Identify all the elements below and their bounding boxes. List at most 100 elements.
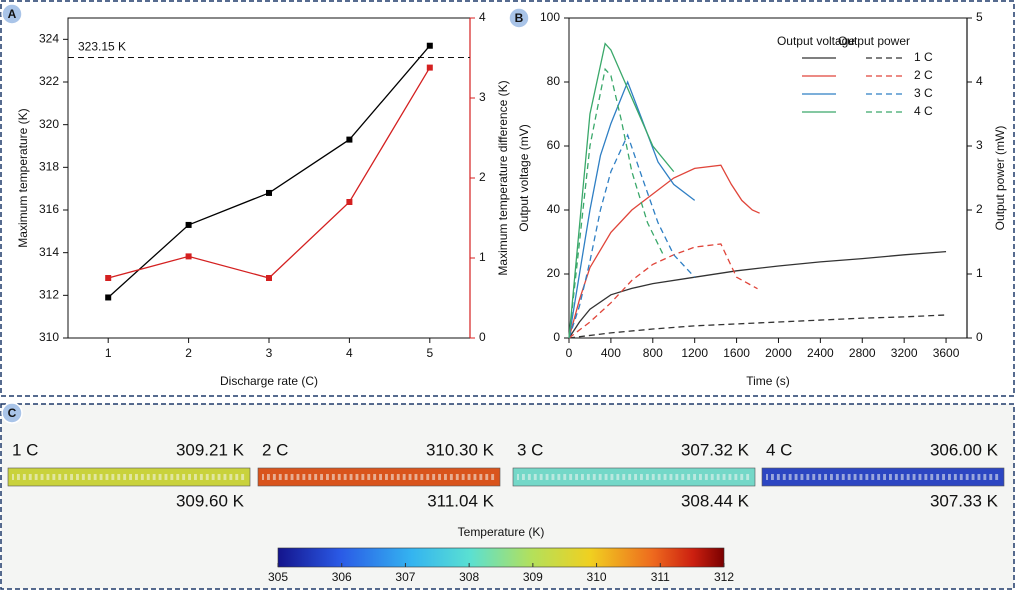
channel-rib xyxy=(494,474,498,480)
channel-rib xyxy=(785,474,789,480)
channel-rib xyxy=(208,474,212,480)
y-tick-label: 60 xyxy=(547,138,561,152)
series-line xyxy=(568,243,758,339)
x-tick-label: 2400 xyxy=(807,346,834,360)
y-tick-label: 312 xyxy=(39,288,59,302)
y-tick-label: 40 xyxy=(547,202,561,216)
colorbar-tick-label: 306 xyxy=(332,570,352,584)
channel-rib xyxy=(519,474,522,480)
channel-rib xyxy=(548,474,552,480)
channel-rib xyxy=(713,474,717,480)
channel-rib xyxy=(61,474,65,480)
channel-rib xyxy=(731,474,735,480)
colorbar xyxy=(277,547,725,568)
channel-rib xyxy=(364,474,368,480)
legend-header: Output voltage xyxy=(777,34,855,48)
channel-rib xyxy=(108,474,112,480)
x-tick-label: 3200 xyxy=(891,346,918,360)
y-tick-label: 316 xyxy=(39,202,59,216)
legend-header: Output power xyxy=(838,34,910,48)
x-tick-label: 400 xyxy=(601,346,621,360)
y2-tick-label: 1 xyxy=(976,266,983,280)
channel-rib xyxy=(933,474,937,480)
channel-rib xyxy=(642,474,646,480)
channel-rib xyxy=(998,474,1002,480)
channel-rib xyxy=(214,474,218,480)
channel-rib xyxy=(862,474,866,480)
temperature-max: 310.30 K xyxy=(426,440,495,459)
channel-rib xyxy=(429,474,433,480)
point-marker xyxy=(105,275,112,281)
temperature-min: 311.04 K xyxy=(427,491,494,510)
y2-tick-label: 5 xyxy=(976,10,983,24)
y-tick-label: 324 xyxy=(39,32,59,46)
x-tick-label: 3600 xyxy=(933,346,960,360)
channel-rib xyxy=(96,474,100,480)
x-tick-label: 2800 xyxy=(849,346,876,360)
series-line xyxy=(568,42,675,339)
channel-rib xyxy=(441,474,444,480)
y2-tick-label: 0 xyxy=(976,330,983,344)
channel-rib xyxy=(78,474,82,480)
channel-rib xyxy=(446,474,450,480)
channel-rib xyxy=(619,474,623,480)
channel-rib xyxy=(791,474,795,480)
channel-rib xyxy=(880,474,884,480)
channel-rib xyxy=(613,474,617,480)
channel-rib xyxy=(743,474,747,480)
y2-axis-title: Maximum temperature difference (K) xyxy=(496,80,510,275)
channel-rib xyxy=(435,474,439,480)
rate-label: 4 C xyxy=(766,440,792,459)
channel-rib xyxy=(102,474,106,480)
channel-rib xyxy=(749,474,753,480)
channel-rib xyxy=(155,474,159,480)
channel-rib xyxy=(287,474,291,480)
channel-rib xyxy=(452,474,456,480)
y-tick-label: 100 xyxy=(540,10,560,24)
panel-badge xyxy=(1,3,23,25)
y-tick-label: 20 xyxy=(547,266,561,280)
channel-rib xyxy=(773,474,777,480)
channel-rib xyxy=(120,474,124,480)
channel-rib xyxy=(572,474,576,480)
channel-rib xyxy=(275,474,279,480)
temperature-min: 309.60 K xyxy=(176,491,245,510)
channel-rib xyxy=(684,474,688,480)
channel-rib xyxy=(264,474,267,480)
channel-rib xyxy=(334,474,338,480)
channel-rib xyxy=(464,474,468,480)
channel-rib xyxy=(220,474,224,480)
channel-rib xyxy=(293,474,297,480)
channel-rib xyxy=(346,474,350,480)
y-axis-title: Output voltage (mV) xyxy=(517,124,531,231)
channel-rib xyxy=(874,474,878,480)
channel-rib xyxy=(542,474,546,480)
channel-rib xyxy=(458,474,462,480)
channel-rib xyxy=(583,474,587,480)
channel-rib xyxy=(173,474,177,480)
y-tick-label: 0 xyxy=(553,330,560,344)
temperature-min: 308.44 K xyxy=(681,491,750,510)
channel-rib xyxy=(370,474,374,480)
channel-rib xyxy=(980,474,984,480)
channel-rib xyxy=(903,474,907,480)
channel-rib xyxy=(399,474,403,480)
y-tick-label: 322 xyxy=(39,74,59,88)
point-marker xyxy=(346,199,353,205)
y-tick-label: 80 xyxy=(547,74,561,88)
temperature-max: 306.00 K xyxy=(930,440,999,459)
x-tick-label: 2 xyxy=(185,346,192,360)
colorbar-title: Temperature (K) xyxy=(458,525,545,539)
channel-rib xyxy=(405,474,409,480)
series-line xyxy=(568,133,696,339)
legend-label: 4 C xyxy=(914,104,933,118)
point-marker xyxy=(266,189,272,196)
channel-rib xyxy=(232,474,236,480)
channel-rib xyxy=(423,474,427,480)
point-marker xyxy=(185,253,192,260)
channel-rib xyxy=(311,474,315,480)
channel-rib xyxy=(637,474,640,480)
channel-rib xyxy=(340,474,344,480)
